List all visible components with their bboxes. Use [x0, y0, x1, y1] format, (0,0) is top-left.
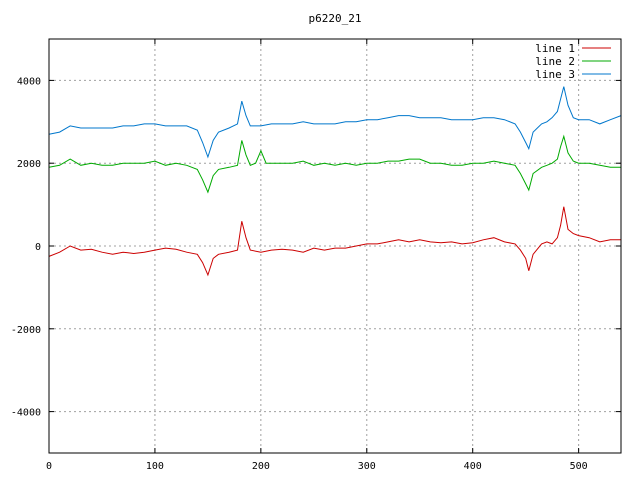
series-layer [48, 86, 622, 277]
y-tick-label: -4000 [11, 408, 41, 419]
y-tick-label: 2000 [17, 159, 41, 170]
x-tick-label: 300 [358, 461, 376, 472]
y-tick-label: 4000 [17, 76, 41, 87]
x-tick-label: 100 [146, 461, 164, 472]
y-tick-label: 0 [35, 242, 41, 253]
series-line-3 [48, 86, 622, 159]
x-tick-label: 200 [252, 461, 270, 472]
x-tick-label: 400 [464, 461, 482, 472]
axes-ticks: 0 100 200 300 400 500 -4000 -2000 0 2000 4000 [11, 39, 621, 472]
legend-label-2: line 2 [535, 55, 575, 68]
x-tick-label: 500 [570, 461, 588, 472]
legend-label-3: line 3 [535, 68, 575, 81]
series-line-1 [48, 206, 621, 277]
y-tick-label: -2000 [11, 325, 41, 336]
x-tick-label: 0 [46, 461, 52, 472]
grid [49, 39, 621, 453]
series-line-2 [48, 134, 621, 194]
legend-label-1: line 1 [535, 42, 575, 55]
chart-title: p6220_21 [309, 12, 362, 25]
